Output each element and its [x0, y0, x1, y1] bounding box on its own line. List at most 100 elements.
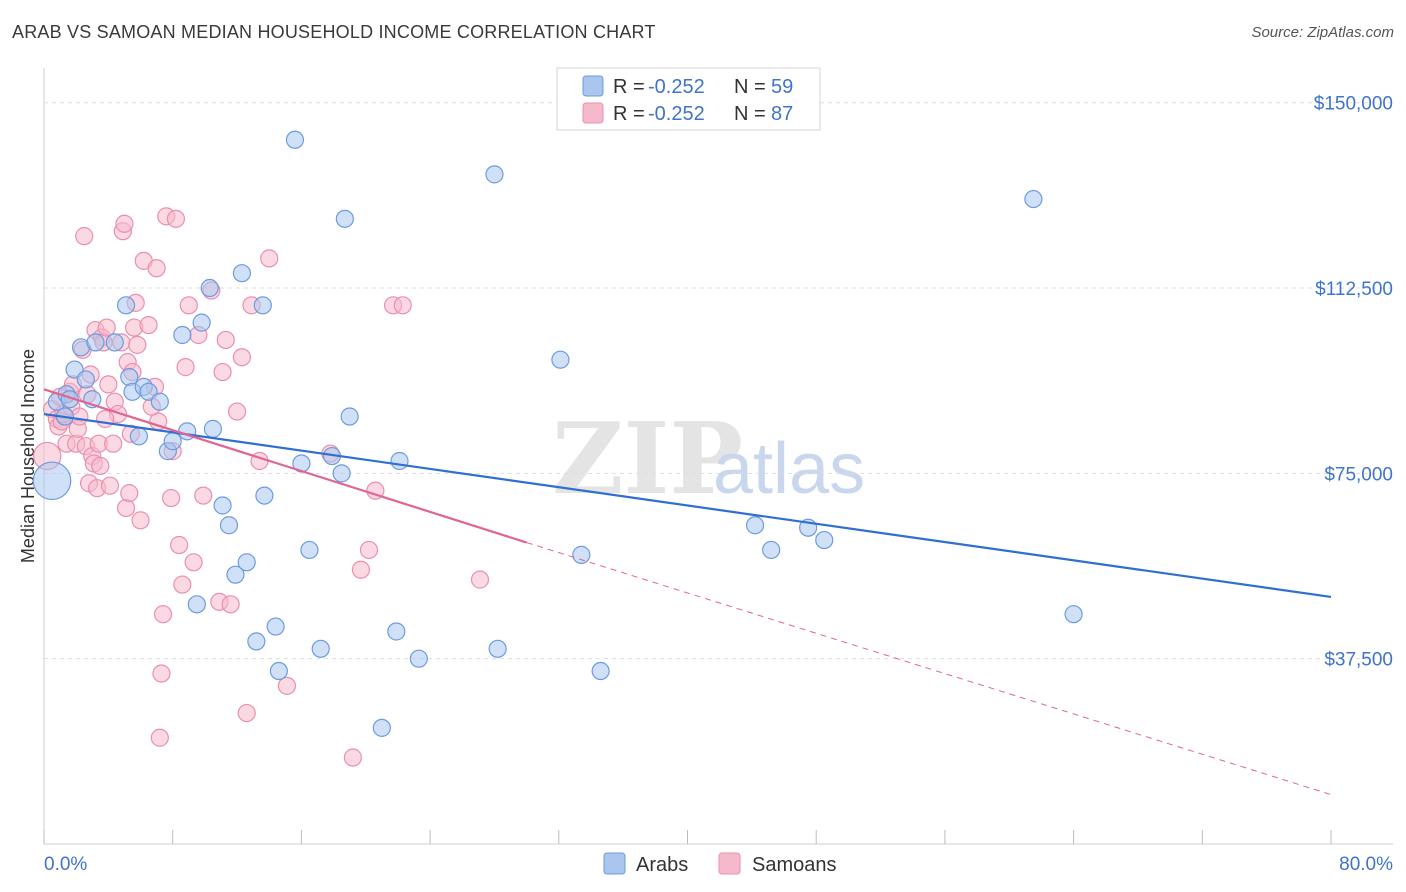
grid-lines — [44, 102, 1393, 660]
samoans-point — [100, 476, 120, 495]
arabs-point — [173, 325, 192, 345]
samoans-point — [120, 484, 139, 503]
samoans-trend-line — [43, 388, 527, 544]
samoans-point — [260, 249, 279, 268]
series-legend: Arabs Samoans — [603, 852, 837, 876]
arabs-point — [255, 486, 274, 505]
samoans-point — [139, 315, 158, 335]
arabs-point — [187, 595, 206, 614]
samoans-point — [104, 434, 123, 453]
arabs-point — [203, 419, 223, 438]
legend-arabs-n-value: 59 — [771, 76, 793, 98]
watermark-atlas: atlas — [713, 429, 865, 509]
arabs-point — [219, 516, 239, 535]
legend-samoans-swatch — [582, 102, 604, 124]
arabs-point — [300, 540, 319, 560]
source-label: Source: ZipAtlas.com — [1251, 24, 1394, 41]
samoans-point — [116, 498, 136, 518]
arabs-point — [150, 392, 169, 411]
arabs-point — [232, 264, 251, 283]
arabs-point — [340, 407, 359, 426]
arabs-point — [200, 278, 219, 298]
bottom-legend-arabs-swatch — [603, 852, 626, 875]
samoans-point — [173, 575, 192, 594]
arabs-point — [247, 632, 266, 651]
legend-arabs-r-label: R = — [613, 76, 645, 98]
samoans-point — [343, 748, 362, 767]
samoans-point — [147, 259, 166, 278]
arabs-point — [253, 296, 272, 315]
arabs-point — [815, 530, 834, 550]
samoans-point — [152, 664, 171, 683]
arabs-point — [192, 313, 211, 332]
samoans-point — [166, 209, 186, 228]
samoans-point — [161, 488, 181, 508]
samoans-point — [128, 335, 147, 354]
samoans-point — [91, 456, 110, 476]
arabs-point — [745, 516, 765, 535]
legend-arabs-r-value: -0.252 — [648, 76, 705, 98]
y-tick-labels: $37,500 $75,000 $112,500 $150,000 — [1314, 94, 1393, 671]
arabs-trend-line — [43, 412, 1332, 598]
samoans-point — [184, 553, 203, 572]
arabs-point — [266, 617, 285, 636]
arabs-point — [551, 350, 570, 369]
samoans-point — [470, 570, 490, 589]
bottom-legend-arabs-label: Arabs — [636, 854, 688, 876]
arabs-point — [572, 545, 591, 564]
samoans-point — [131, 511, 150, 530]
samoans-point — [99, 375, 118, 394]
samoans-point — [75, 227, 94, 246]
samoans-point — [393, 296, 412, 315]
legend-samoans-n-value: 87 — [771, 103, 793, 125]
arabs-point — [269, 661, 288, 681]
samoans-point — [277, 676, 297, 695]
stats-legend: R = -0.252 N = 59 R = -0.252 N = 87 — [556, 67, 821, 131]
legend-samoans-r-value: -0.252 — [648, 103, 705, 125]
arabs-point — [488, 639, 507, 658]
samoans-point — [176, 358, 195, 377]
samoans-point — [359, 540, 379, 560]
arabs-point — [591, 661, 610, 681]
samoans-point — [194, 486, 213, 505]
y-axis-title: Median Household Income — [18, 349, 38, 563]
x-tick-label-max: 80.0% — [1339, 854, 1393, 875]
samoans-point — [96, 409, 115, 429]
samoans-point — [237, 703, 256, 723]
watermark-zip: ZIP — [552, 402, 743, 517]
samoans-point — [232, 348, 251, 367]
arabs-point — [163, 432, 182, 451]
arabs-point — [485, 165, 504, 184]
arabs-point — [105, 333, 124, 352]
arabs-point — [129, 427, 149, 446]
arabs-point — [226, 565, 245, 584]
arabs-point — [332, 464, 351, 483]
arabs-point — [120, 367, 139, 387]
samoans-point — [150, 728, 169, 747]
arabs-point — [387, 622, 406, 641]
bottom-legend-samoans-swatch — [718, 852, 741, 875]
samoans-point — [115, 214, 134, 233]
arabs-point — [372, 718, 391, 737]
legend-arabs-n-label: N = — [734, 76, 766, 98]
bottom-legend-samoans-label: Samoans — [752, 854, 837, 876]
samoans-point — [179, 296, 198, 315]
x-tick-label-min: 0.0% — [44, 854, 87, 875]
legend-samoans-r-label: R = — [613, 103, 645, 125]
arabs-point — [1024, 189, 1043, 209]
y-tick-label: $75,000 — [1324, 464, 1393, 485]
chart-title: ARAB VS SAMOAN MEDIAN HOUSEHOLD INCOME C… — [12, 22, 656, 42]
samoans-point — [213, 362, 232, 382]
arabs-point — [409, 649, 428, 668]
legend-samoans-n-label: N = — [734, 103, 766, 125]
y-tick-label: $150,000 — [1314, 94, 1393, 115]
arabs-point — [762, 540, 781, 560]
arabs-points — [32, 130, 1083, 737]
trend-lines — [43, 388, 1332, 796]
samoans-point — [153, 605, 173, 624]
arabs-point — [311, 639, 330, 658]
samoans-point — [170, 535, 189, 555]
arabs-point — [1064, 605, 1083, 624]
arabs-point — [32, 461, 72, 501]
arabs-point — [116, 296, 136, 315]
